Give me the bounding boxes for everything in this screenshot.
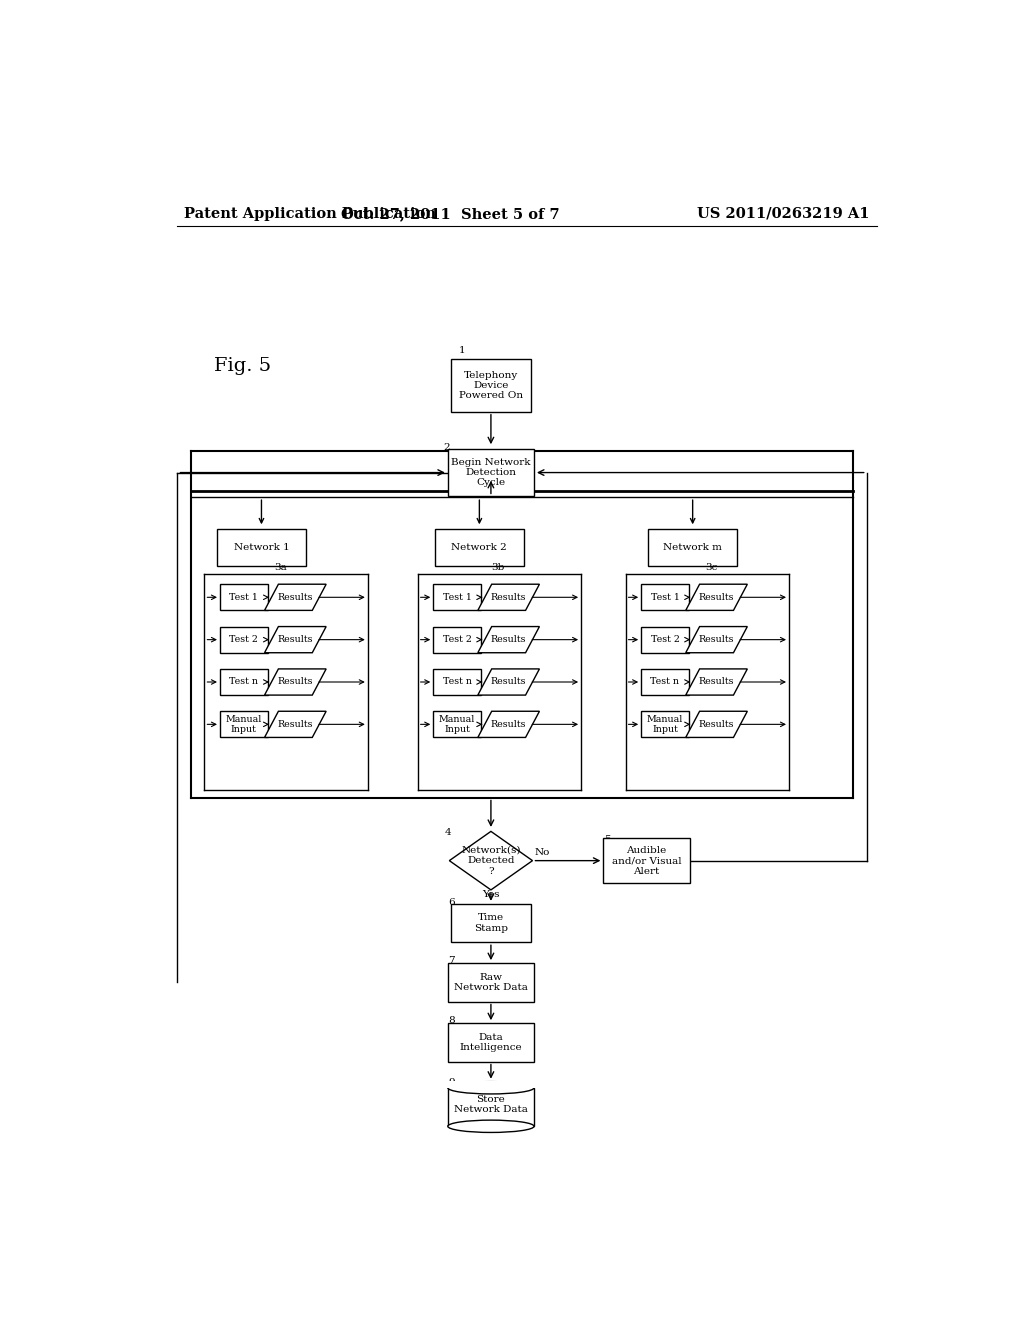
FancyBboxPatch shape xyxy=(435,529,523,566)
FancyBboxPatch shape xyxy=(641,669,689,696)
Text: Yes: Yes xyxy=(481,890,499,899)
FancyBboxPatch shape xyxy=(220,669,267,696)
FancyBboxPatch shape xyxy=(447,1081,535,1088)
Polygon shape xyxy=(478,669,540,696)
FancyBboxPatch shape xyxy=(447,1023,535,1061)
Polygon shape xyxy=(478,711,540,738)
Ellipse shape xyxy=(447,1121,535,1133)
FancyBboxPatch shape xyxy=(433,585,481,610)
Polygon shape xyxy=(686,627,748,653)
Polygon shape xyxy=(478,627,540,653)
Text: US 2011/0263219 A1: US 2011/0263219 A1 xyxy=(697,207,869,220)
Polygon shape xyxy=(264,669,326,696)
Polygon shape xyxy=(264,711,326,738)
Text: 4: 4 xyxy=(444,829,452,837)
Text: Begin Network
Detection
Cycle: Begin Network Detection Cycle xyxy=(452,458,530,487)
FancyBboxPatch shape xyxy=(217,529,306,566)
Text: Telephony
Device
Powered On: Telephony Device Powered On xyxy=(459,371,523,400)
Text: Results: Results xyxy=(698,719,734,729)
Text: 6: 6 xyxy=(449,898,456,907)
Polygon shape xyxy=(264,627,326,653)
FancyBboxPatch shape xyxy=(451,904,531,942)
FancyBboxPatch shape xyxy=(433,669,481,696)
Text: Raw
Network Data: Raw Network Data xyxy=(454,973,527,993)
Text: Manual
Input: Manual Input xyxy=(225,714,262,734)
Polygon shape xyxy=(686,669,748,696)
Text: Results: Results xyxy=(278,593,313,602)
FancyBboxPatch shape xyxy=(220,627,267,653)
Text: Network(s)
Detected
?: Network(s) Detected ? xyxy=(461,846,520,875)
FancyBboxPatch shape xyxy=(447,449,535,496)
Text: 5: 5 xyxy=(604,834,610,843)
Ellipse shape xyxy=(447,1081,535,1094)
FancyBboxPatch shape xyxy=(433,711,481,738)
Text: Network m: Network m xyxy=(664,543,722,552)
Text: 1: 1 xyxy=(459,346,465,355)
Text: 8: 8 xyxy=(449,1016,456,1026)
Text: 3a: 3a xyxy=(273,562,287,572)
Text: Network 1: Network 1 xyxy=(233,543,290,552)
Polygon shape xyxy=(450,832,532,890)
Text: Test 2: Test 2 xyxy=(229,635,258,644)
Text: Results: Results xyxy=(278,719,313,729)
Text: 3b: 3b xyxy=(492,562,505,572)
Text: Results: Results xyxy=(490,635,526,644)
Text: Results: Results xyxy=(698,635,734,644)
Text: Test 1: Test 1 xyxy=(229,593,258,602)
Text: Data
Intelligence: Data Intelligence xyxy=(460,1032,522,1052)
Text: 7: 7 xyxy=(449,956,456,965)
Text: Results: Results xyxy=(698,593,734,602)
Text: Test 2: Test 2 xyxy=(442,635,471,644)
Text: Patent Application Publication: Patent Application Publication xyxy=(184,207,436,220)
Text: Results: Results xyxy=(490,593,526,602)
Text: Fig. 5: Fig. 5 xyxy=(214,358,270,375)
FancyBboxPatch shape xyxy=(603,838,689,883)
Text: Test n: Test n xyxy=(650,677,680,686)
FancyBboxPatch shape xyxy=(641,711,689,738)
Text: Time
Stamp: Time Stamp xyxy=(474,913,508,933)
Text: Results: Results xyxy=(490,677,526,686)
FancyBboxPatch shape xyxy=(447,1088,535,1126)
Text: Manual
Input: Manual Input xyxy=(439,714,475,734)
Text: Results: Results xyxy=(278,677,313,686)
Text: 3c: 3c xyxy=(705,562,718,572)
Text: No: No xyxy=(535,849,550,858)
Text: Test 1: Test 1 xyxy=(650,593,679,602)
Text: 2: 2 xyxy=(443,442,450,451)
FancyBboxPatch shape xyxy=(220,711,267,738)
FancyBboxPatch shape xyxy=(433,627,481,653)
FancyBboxPatch shape xyxy=(220,585,267,610)
Text: Audible
and/or Visual
Alert: Audible and/or Visual Alert xyxy=(611,846,681,875)
Text: 9: 9 xyxy=(449,1078,456,1086)
Polygon shape xyxy=(478,585,540,610)
Text: Manual
Input: Manual Input xyxy=(647,714,683,734)
Text: Test n: Test n xyxy=(442,677,471,686)
FancyBboxPatch shape xyxy=(447,964,535,1002)
Text: Test n: Test n xyxy=(229,677,258,686)
FancyBboxPatch shape xyxy=(641,627,689,653)
Text: Test 1: Test 1 xyxy=(442,593,471,602)
Text: Test 2: Test 2 xyxy=(650,635,679,644)
FancyBboxPatch shape xyxy=(451,359,531,412)
FancyBboxPatch shape xyxy=(648,529,737,566)
Polygon shape xyxy=(686,585,748,610)
Text: Results: Results xyxy=(490,719,526,729)
Text: Network 2: Network 2 xyxy=(452,543,507,552)
Polygon shape xyxy=(264,585,326,610)
FancyBboxPatch shape xyxy=(641,585,689,610)
Text: Store
Network Data: Store Network Data xyxy=(454,1096,527,1114)
Text: Oct. 27, 2011  Sheet 5 of 7: Oct. 27, 2011 Sheet 5 of 7 xyxy=(341,207,559,220)
Text: Results: Results xyxy=(698,677,734,686)
Text: Results: Results xyxy=(278,635,313,644)
Polygon shape xyxy=(686,711,748,738)
